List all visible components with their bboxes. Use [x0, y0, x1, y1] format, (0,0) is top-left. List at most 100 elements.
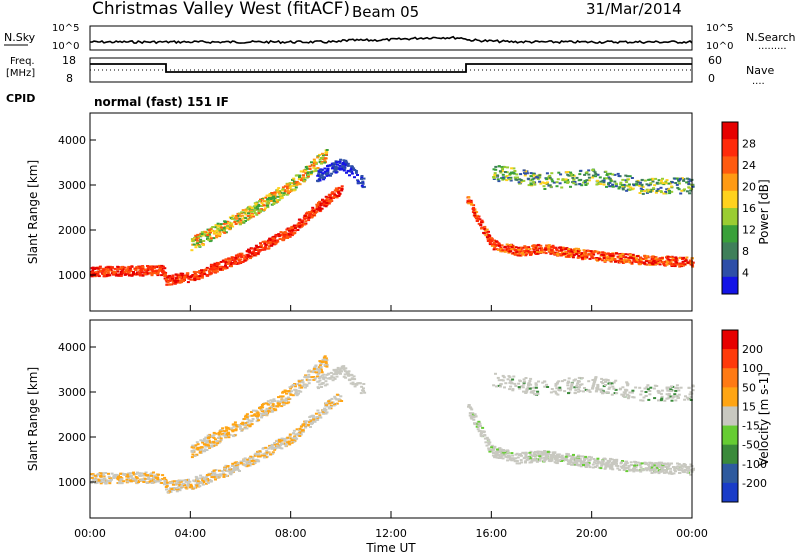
velocity-dot — [318, 375, 322, 378]
velocity-dot — [290, 439, 294, 442]
power-dot — [645, 188, 649, 191]
velocity-dot — [304, 420, 308, 423]
power-dot — [614, 182, 618, 185]
velocity-dot — [524, 460, 528, 463]
power-dot — [204, 268, 208, 271]
power-dot — [119, 267, 123, 270]
power-dot — [218, 233, 222, 236]
velocity-dot — [587, 389, 591, 392]
power-dot — [312, 164, 316, 167]
power-dot — [244, 208, 248, 211]
power-dot — [281, 237, 285, 240]
power-dot — [325, 172, 329, 174]
velocity-dot — [119, 476, 123, 479]
power-dot — [348, 174, 351, 177]
power-dot — [275, 234, 279, 237]
velocity-dot — [245, 462, 249, 465]
power-dot — [571, 181, 575, 184]
power-dot — [625, 181, 629, 184]
velocity-dot — [265, 413, 269, 416]
power-dot — [198, 271, 201, 274]
power-dot — [480, 219, 484, 222]
velocity-dot — [577, 459, 581, 462]
velocity-dot — [660, 389, 664, 392]
velocity-dot — [247, 460, 251, 463]
power-dot — [513, 172, 517, 175]
power-dot — [200, 275, 204, 278]
velocity-dot — [203, 448, 207, 451]
velocity-dot — [204, 443, 208, 446]
power-dot — [248, 249, 252, 252]
power-dot — [331, 164, 335, 167]
power-dot — [467, 196, 471, 199]
power-dot — [300, 225, 304, 228]
power-dot — [168, 276, 172, 279]
power-dot — [623, 258, 627, 261]
power-dot — [622, 256, 626, 259]
power-dot — [488, 243, 492, 246]
power-dot — [261, 246, 265, 249]
power-dot — [285, 235, 289, 238]
velocity-dot — [218, 473, 222, 476]
velocity-dot — [213, 473, 217, 476]
velocity-dot — [529, 377, 533, 380]
power-dot — [301, 170, 305, 173]
power-dot — [318, 153, 321, 156]
power-dot — [501, 249, 505, 252]
velocity-dot — [595, 389, 599, 392]
velocity-dot — [313, 420, 317, 423]
velocity-dot — [127, 476, 130, 479]
velocity-dot — [596, 383, 600, 386]
power-dot — [331, 166, 335, 169]
velocity-dot — [511, 454, 515, 457]
velocity-dot — [115, 473, 119, 476]
power-dot — [576, 250, 580, 253]
power-dot — [315, 208, 319, 211]
velocity-dot — [590, 456, 593, 459]
power-dot — [277, 235, 281, 238]
power-dot — [223, 225, 227, 228]
velocity-dot — [269, 405, 273, 408]
power-dot — [281, 188, 285, 191]
power-dot — [605, 258, 609, 261]
power-dot — [558, 182, 562, 185]
power-dot — [628, 175, 632, 178]
power-dot — [663, 260, 667, 263]
power-dot — [597, 181, 601, 184]
velocity-dot — [555, 387, 559, 390]
power-dot — [324, 205, 328, 208]
velocity-dot — [573, 392, 577, 395]
velocity-dot — [687, 469, 691, 472]
velocity-dot — [278, 440, 282, 443]
power-dot — [304, 166, 308, 168]
velocity-dot — [304, 375, 308, 378]
power-dot — [602, 251, 606, 254]
power-dot — [183, 275, 187, 278]
velocity-dot — [532, 389, 536, 392]
power-dot — [94, 271, 98, 274]
power-dot — [674, 257, 678, 260]
power-dot — [214, 270, 218, 273]
power-dot — [113, 267, 117, 270]
velocity-dot — [258, 455, 262, 458]
power-dot — [503, 246, 507, 249]
power-dot — [270, 192, 274, 194]
power-dot — [194, 234, 198, 237]
velocity-dot — [330, 397, 334, 400]
power-dot — [656, 181, 659, 184]
velocity-dot — [225, 474, 229, 477]
power-dot — [223, 266, 227, 268]
velocity-dot — [660, 461, 664, 464]
velocity-dot — [514, 384, 518, 387]
power-dot — [475, 219, 479, 222]
power-dot — [215, 264, 219, 267]
power-dot — [315, 206, 319, 209]
power-dot — [346, 163, 350, 166]
power-dot — [469, 202, 473, 205]
velocity-dot — [260, 415, 264, 417]
velocity-dot — [148, 473, 152, 476]
power-dot — [361, 182, 365, 185]
velocity-dot — [569, 459, 573, 461]
power-dot — [485, 231, 489, 234]
velocity-dot — [224, 426, 228, 429]
